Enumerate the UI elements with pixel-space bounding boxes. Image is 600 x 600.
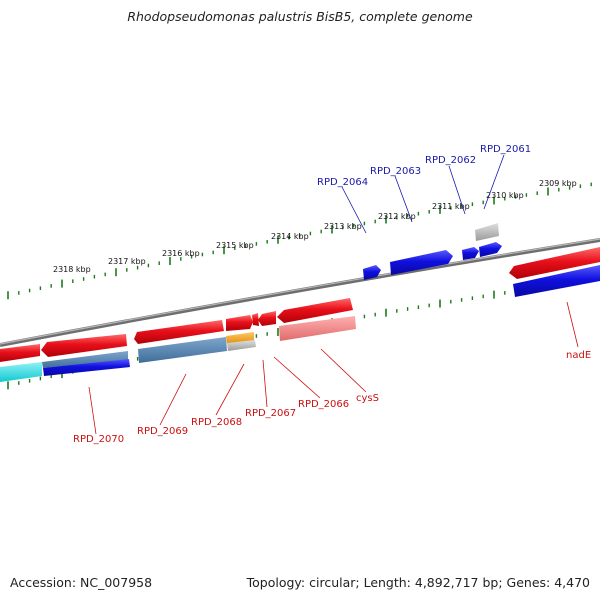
kbp-label: 2313 kbp	[324, 222, 362, 231]
gene-rpd-2067-a	[252, 313, 259, 326]
gene-label: RPD_2069	[137, 426, 188, 437]
gene-rpd-2070	[41, 334, 127, 357]
lower-leader-lines	[88, 301, 579, 435]
gene-nade-reverse	[513, 265, 600, 297]
gene-red-left	[0, 344, 40, 362]
kbp-label: 2314 kbp	[271, 232, 309, 241]
upper-leader-lines	[341, 154, 505, 234]
gene-nade-forward	[509, 247, 600, 279]
gene-label: RPD_2061	[480, 144, 531, 155]
upper-gene-labels: RPD_2064 RPD_2063 RPD_2062 RPD_2061	[317, 144, 531, 188]
gene-steel-left	[42, 351, 128, 368]
gene-rpd-2061	[479, 242, 502, 257]
gene-rpd-2067-b	[258, 311, 276, 326]
gene-blue-left	[43, 359, 130, 376]
kbp-label: 2315 kbp	[216, 241, 254, 250]
gene-label: RPD_2062	[425, 155, 476, 166]
gene-rpd-2064	[363, 265, 381, 280]
genome-backbone-highlight	[0, 238, 600, 345]
gene-rpd-2069	[134, 320, 224, 344]
kbp-label: 2317 kbp	[108, 257, 146, 266]
lower-gene-labels: RPD_2070 RPD_2069 RPD_2068 RPD_2067 RPD_…	[73, 350, 591, 445]
accession-text: Accession: NC_007958	[10, 575, 153, 590]
gene-label: RPD_2063	[370, 166, 421, 177]
kbp-label: 2310 kbp	[486, 191, 524, 200]
gene-rpd-2066	[277, 298, 353, 323]
gene-label: RPD_2070	[73, 434, 124, 445]
genome-title: Rhodopseudomonas palustris BisB5, comple…	[127, 9, 473, 24]
gene-grey-upper	[475, 223, 499, 241]
gene-steel-mid	[138, 337, 227, 363]
gene-label: RPD_2066	[298, 399, 349, 410]
kbp-label: 2311 kbp	[432, 202, 470, 211]
lower-genes	[0, 298, 356, 382]
gene-grey-mid	[227, 340, 256, 351]
gene-rpd-2062	[462, 247, 479, 260]
gene-label: cysS	[356, 393, 379, 404]
gene-label: RPD_2067	[245, 408, 296, 419]
gene-label: nadE	[566, 350, 591, 361]
kbp-label: 2309 kbp	[539, 179, 577, 188]
genome-backbone	[0, 238, 600, 347]
upper-scale-ruler	[7, 182, 592, 300]
gene-label: RPD_2064	[317, 177, 368, 188]
upper-genes	[363, 223, 600, 297]
kbp-labels: 2318 kbp 2317 kbp 2316 kbp 2315 kbp 2314…	[53, 179, 577, 274]
gene-pink	[279, 316, 356, 341]
gene-rpd-2068	[226, 315, 253, 331]
kbp-label: 2316 kbp	[162, 249, 200, 258]
kbp-label: 2318 kbp	[53, 265, 91, 274]
gene-cyan-left	[0, 362, 42, 382]
kbp-label: 2312 kbp	[378, 212, 416, 221]
topology-text: Topology: circular; Length: 4,892,717 bp…	[246, 575, 590, 590]
gene-label: RPD_2068	[191, 417, 242, 428]
gene-rpd-2063	[390, 250, 453, 275]
